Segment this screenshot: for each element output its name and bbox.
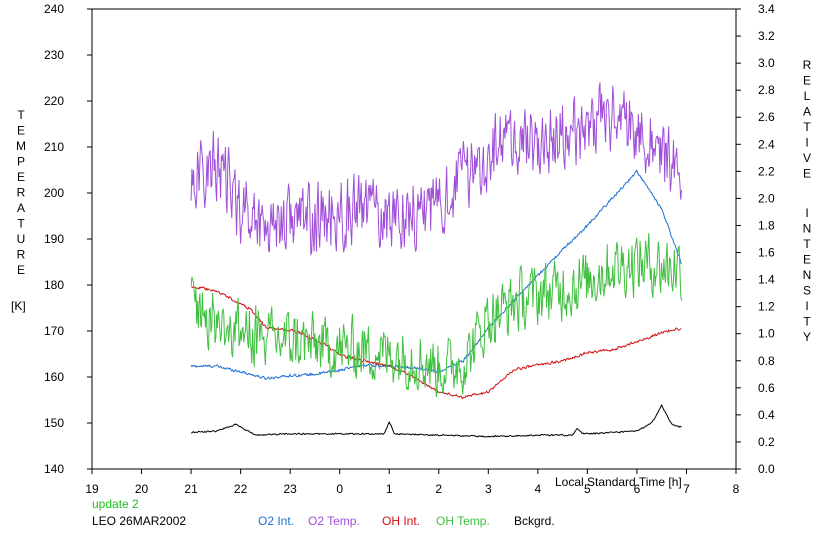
y-right-tick-label: 1.2 <box>758 300 775 314</box>
y-left-label-letter: E <box>17 170 25 184</box>
y-right-label-letter: T <box>803 237 811 251</box>
y-left-tick-label: 240 <box>44 2 64 16</box>
x-axis-label: Local Standard Time [h] <box>555 475 682 489</box>
y-left-tick-label: 220 <box>44 94 64 108</box>
y-right-label-letter: I <box>805 299 808 313</box>
y-right-label-letter: E <box>803 167 811 181</box>
y-right-label-letter: E <box>803 74 811 88</box>
y-right-tick-label: 2.4 <box>758 137 775 151</box>
y-right-tick-label: 2.0 <box>758 191 775 205</box>
y-right-tick-label: 0.6 <box>758 381 775 395</box>
series-bckgrd-line <box>190 404 682 438</box>
y-right-label-letter: S <box>803 284 811 298</box>
y-right-tick-label: 1.4 <box>758 273 775 287</box>
legend-o2-temp: O2 Temp. <box>308 514 360 528</box>
y-left-tick-label: 230 <box>44 48 64 62</box>
legend-o2-int: O2 Int. <box>258 514 295 528</box>
y-right-label-letter: E <box>803 253 811 267</box>
y-right-tick-label: 2.2 <box>758 164 775 178</box>
y-left-label-letter: E <box>17 263 25 277</box>
x-tick-label: 8 <box>733 482 740 496</box>
x-tick-label: 7 <box>683 482 690 496</box>
y-left-label-letter: M <box>16 139 26 153</box>
x-tick-label: 1 <box>386 482 393 496</box>
x-tick-label: 0 <box>336 482 343 496</box>
y-left-label-letter: T <box>17 217 25 231</box>
axes-layer: 19 20 21 22 23 0 1 2 3 4 5 6 7 8140150160170180190200… <box>44 2 775 496</box>
y-right-label-letter: T <box>803 315 811 329</box>
plot-frame <box>91 8 737 470</box>
y-left-tick-label: 150 <box>44 416 64 430</box>
y-right-label-letter: N <box>803 268 812 282</box>
y-right-label-letter: R <box>803 58 812 72</box>
y-left-label-letter: P <box>17 155 25 169</box>
x-tick-label: 3 <box>485 482 492 496</box>
y-right-label-letter: I <box>805 136 808 150</box>
y-right-tick-label: 2.6 <box>758 110 775 124</box>
y-left-unit-label: [K] <box>11 299 26 313</box>
x-tick-label: 23 <box>283 482 297 496</box>
y-right-label-letter: V <box>803 151 811 165</box>
y-right-tick-label: 1.8 <box>758 218 775 232</box>
y-right-tick-label: 0.2 <box>758 435 775 449</box>
y-right-label-letter: L <box>804 89 811 103</box>
y-right-tick-label: 0.4 <box>758 408 775 422</box>
x-tick-label: 6 <box>634 482 641 496</box>
y-left-tick-label: 200 <box>44 186 64 200</box>
y-right-label-letter: I <box>805 206 808 220</box>
legend-bckgrd: Bckgrd. <box>514 514 555 528</box>
update-note: update 2 <box>92 497 139 511</box>
y-left-label-letter: E <box>17 124 25 138</box>
y-right-tick-label: 3.0 <box>758 56 775 70</box>
y-right-tick-label: 3.4 <box>758 2 775 16</box>
x-tick-label: 19 <box>85 482 99 496</box>
y-left-label-letter: U <box>17 232 26 246</box>
legend-oh-temp: OH Temp. <box>436 514 490 528</box>
y-left-tick-label: 160 <box>44 370 64 384</box>
x-tick-label: 22 <box>234 482 248 496</box>
y-right-tick-label: 2.8 <box>758 83 775 97</box>
y-left-tick-label: 210 <box>44 140 64 154</box>
y-right-label-letter: A <box>803 105 811 119</box>
y-right-tick-label: 0.8 <box>758 354 775 368</box>
y-right-label-letter: N <box>803 222 812 236</box>
series-oh-temp-line <box>190 232 682 397</box>
legend-oh-int: OH Int. <box>382 514 421 528</box>
y-left-label-letter: R <box>17 248 26 262</box>
y-right-label-letter: Y <box>803 330 811 344</box>
x-tick-label: 21 <box>184 482 198 496</box>
x-tick-label: 2 <box>435 482 442 496</box>
y-right-tick-label: 0.0 <box>758 462 775 476</box>
y-left-label-letter: A <box>17 201 25 215</box>
y-left-tick-label: 170 <box>44 324 64 338</box>
y-left-tick-label: 190 <box>44 232 64 246</box>
x-tick-label: 20 <box>135 482 149 496</box>
y-left-tick-label: 140 <box>44 462 64 476</box>
x-tick-label: 5 <box>584 482 591 496</box>
y-right-label-letter: T <box>803 120 811 134</box>
y-left-tick-label: 180 <box>44 278 64 292</box>
series-layer <box>190 82 682 438</box>
y-left-label-letter: T <box>17 108 25 122</box>
x-tick-label: 4 <box>535 482 542 496</box>
y-left-label-letter: R <box>17 186 26 200</box>
y-right-tick-label: 3.2 <box>758 29 775 43</box>
series-oh-int-line <box>190 285 682 400</box>
series-o2-temp-line <box>190 82 682 256</box>
station-date-label: LEO 26MAR2002 <box>92 514 187 528</box>
y-right-tick-label: 1.6 <box>758 246 775 260</box>
series-o2-int-line <box>190 169 682 381</box>
y-right-tick-label: 1.0 <box>758 327 775 341</box>
